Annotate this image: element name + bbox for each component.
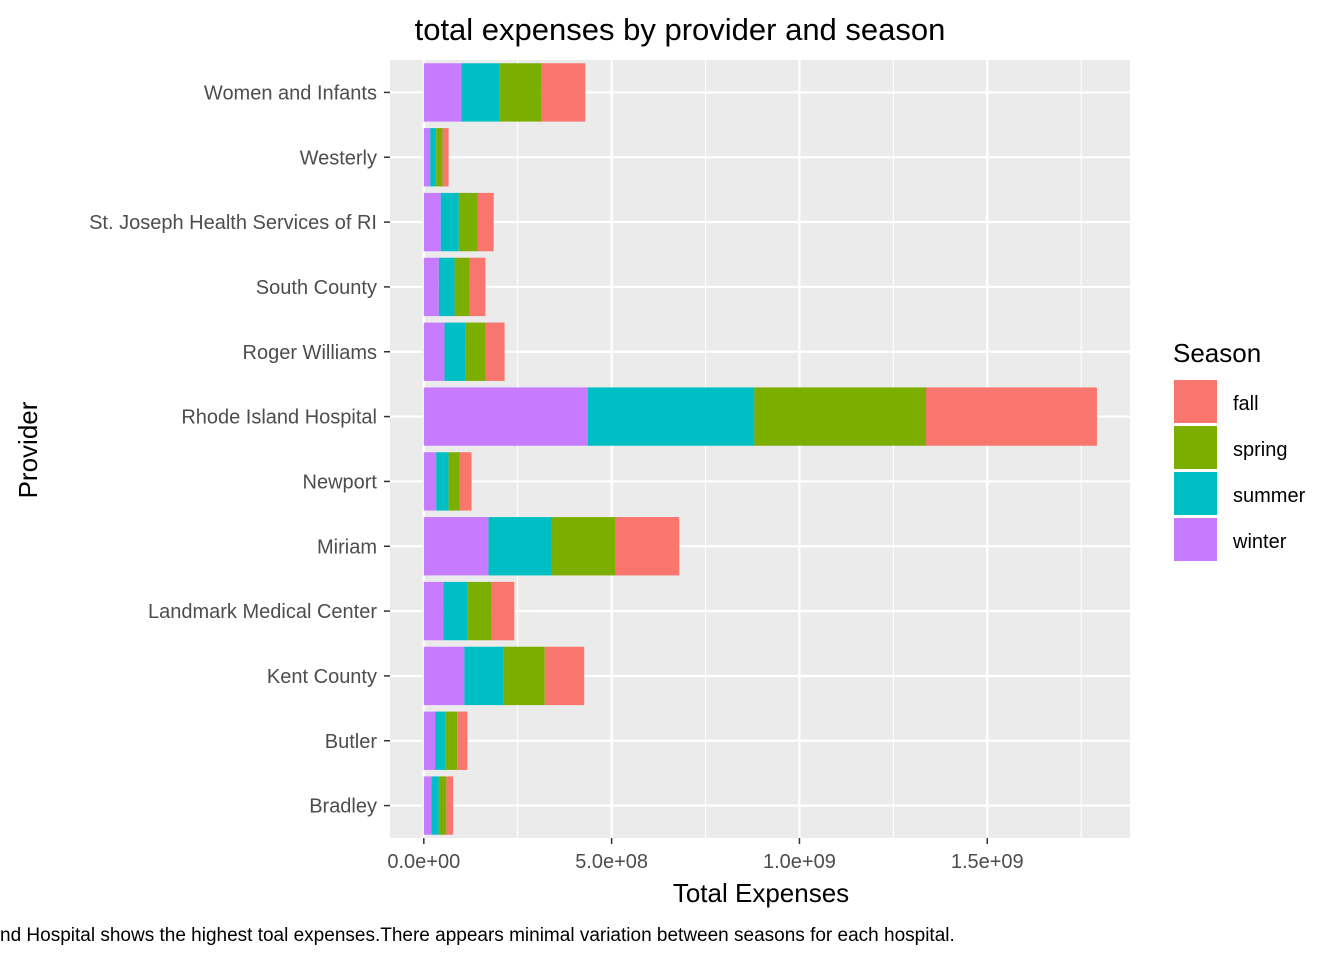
x-tick-label: 1.0e+09	[763, 851, 836, 873]
y-tick-label: Roger Williams	[243, 342, 377, 364]
legend-title: Season	[1173, 338, 1261, 368]
panel-background	[390, 60, 1130, 838]
bar-segment-winter	[423, 776, 432, 835]
y-tick-label: Rhode Island Hospital	[181, 407, 377, 429]
plot-panel	[390, 60, 1130, 838]
bar-segment-winter	[423, 387, 588, 446]
bar-segment-winter	[423, 192, 441, 252]
y-tick-label: Miriam	[317, 536, 377, 558]
y-tick-label: Butler	[325, 731, 378, 753]
bar-segment-winter	[423, 517, 489, 576]
legend-label-summer: summer	[1233, 485, 1306, 507]
bar-segment-summer	[444, 322, 466, 381]
bar-segment-summer	[587, 387, 755, 446]
y-tick-label: Westerly	[300, 147, 377, 169]
y-tick-label: Newport	[303, 471, 378, 493]
x-tick-label: 0.0e+00	[387, 851, 460, 873]
y-tick-label: St. Joseph Health Services of RI	[89, 212, 377, 234]
bar-segment-spring	[436, 128, 443, 187]
bar-segment-winter	[423, 646, 465, 706]
legend-key-fall	[1174, 380, 1217, 423]
legend-label-spring: spring	[1233, 439, 1287, 461]
bar-segment-winter	[423, 322, 445, 381]
x-tick-label: 5.0e+08	[575, 851, 648, 873]
legend-label-fall: fall	[1233, 393, 1259, 415]
x-tick-label: 1.5e+09	[951, 851, 1024, 873]
bar-segment-spring	[503, 646, 545, 706]
bar-segment-summer	[464, 646, 504, 706]
legend-key-winter	[1174, 518, 1217, 561]
legend-key-spring	[1174, 426, 1217, 469]
bar-segment-winter	[423, 581, 444, 641]
bar-segment-winter	[423, 452, 437, 511]
bar-segment-spring	[551, 517, 616, 576]
bar-segment-fall	[485, 322, 505, 381]
bar-segment-summer	[435, 711, 446, 770]
bar-segment-fall	[541, 63, 586, 122]
x-axis-title: Total Expenses	[673, 878, 849, 908]
bar-segment-summer	[438, 257, 455, 317]
bar-segment-winter	[423, 128, 431, 187]
bar-segment-spring	[754, 387, 927, 446]
bar-segment-fall	[457, 711, 468, 770]
bar-segment-fall	[442, 128, 449, 187]
bars	[423, 63, 1097, 835]
chart-title: total expenses by provider and season	[415, 12, 946, 47]
bar-segment-winter	[423, 63, 462, 122]
bar-segment-spring	[467, 581, 492, 641]
bar-segment-fall	[446, 776, 454, 835]
bar-segment-fall	[544, 646, 585, 706]
y-tick-label: Women and Infants	[204, 82, 377, 104]
bar-segment-summer	[440, 192, 459, 252]
bar-segment-fall	[491, 581, 515, 641]
y-axis-title: Provider	[13, 401, 43, 498]
bar-segment-summer	[443, 581, 468, 641]
bar-segment-fall	[477, 192, 494, 252]
x-axis: 0.0e+00 5.0e+08 1.0e+09 1.5e+09	[387, 838, 1024, 873]
legend-key-summer	[1174, 472, 1217, 515]
bar-segment-spring	[499, 63, 542, 122]
bar-segment-summer	[488, 517, 552, 576]
bar-segment-winter	[423, 257, 439, 317]
bar-segment-spring	[438, 776, 447, 835]
y-axis: Women and Infants Westerly St. Joseph Heal…	[89, 82, 390, 818]
y-tick-label: Kent County	[267, 666, 377, 688]
bar-segment-spring	[454, 257, 470, 317]
bar-segment-fall	[926, 387, 1097, 446]
bar-segment-summer	[436, 452, 449, 511]
bar-segment-fall	[615, 517, 680, 576]
legend-label-winter: winter	[1232, 531, 1287, 553]
bar-segment-spring	[445, 711, 458, 770]
bar-segment-spring	[465, 322, 486, 381]
bar-segment-fall	[459, 452, 472, 511]
bar-segment-fall	[469, 257, 486, 317]
y-tick-label: South County	[256, 277, 377, 299]
legend: Season fall spring summer winter	[1173, 338, 1306, 561]
bar-segment-summer	[430, 128, 437, 187]
bar-segment-summer	[461, 63, 500, 122]
bar-segment-winter	[423, 711, 436, 770]
y-tick-label: Landmark Medical Center	[148, 601, 377, 623]
bar-segment-spring	[458, 192, 478, 252]
y-tick-label: Bradley	[309, 796, 377, 818]
bar-segment-summer	[431, 776, 439, 835]
chart-caption: nd Hospital shows the highest toal expen…	[0, 925, 955, 946]
bar-segment-spring	[448, 452, 460, 511]
